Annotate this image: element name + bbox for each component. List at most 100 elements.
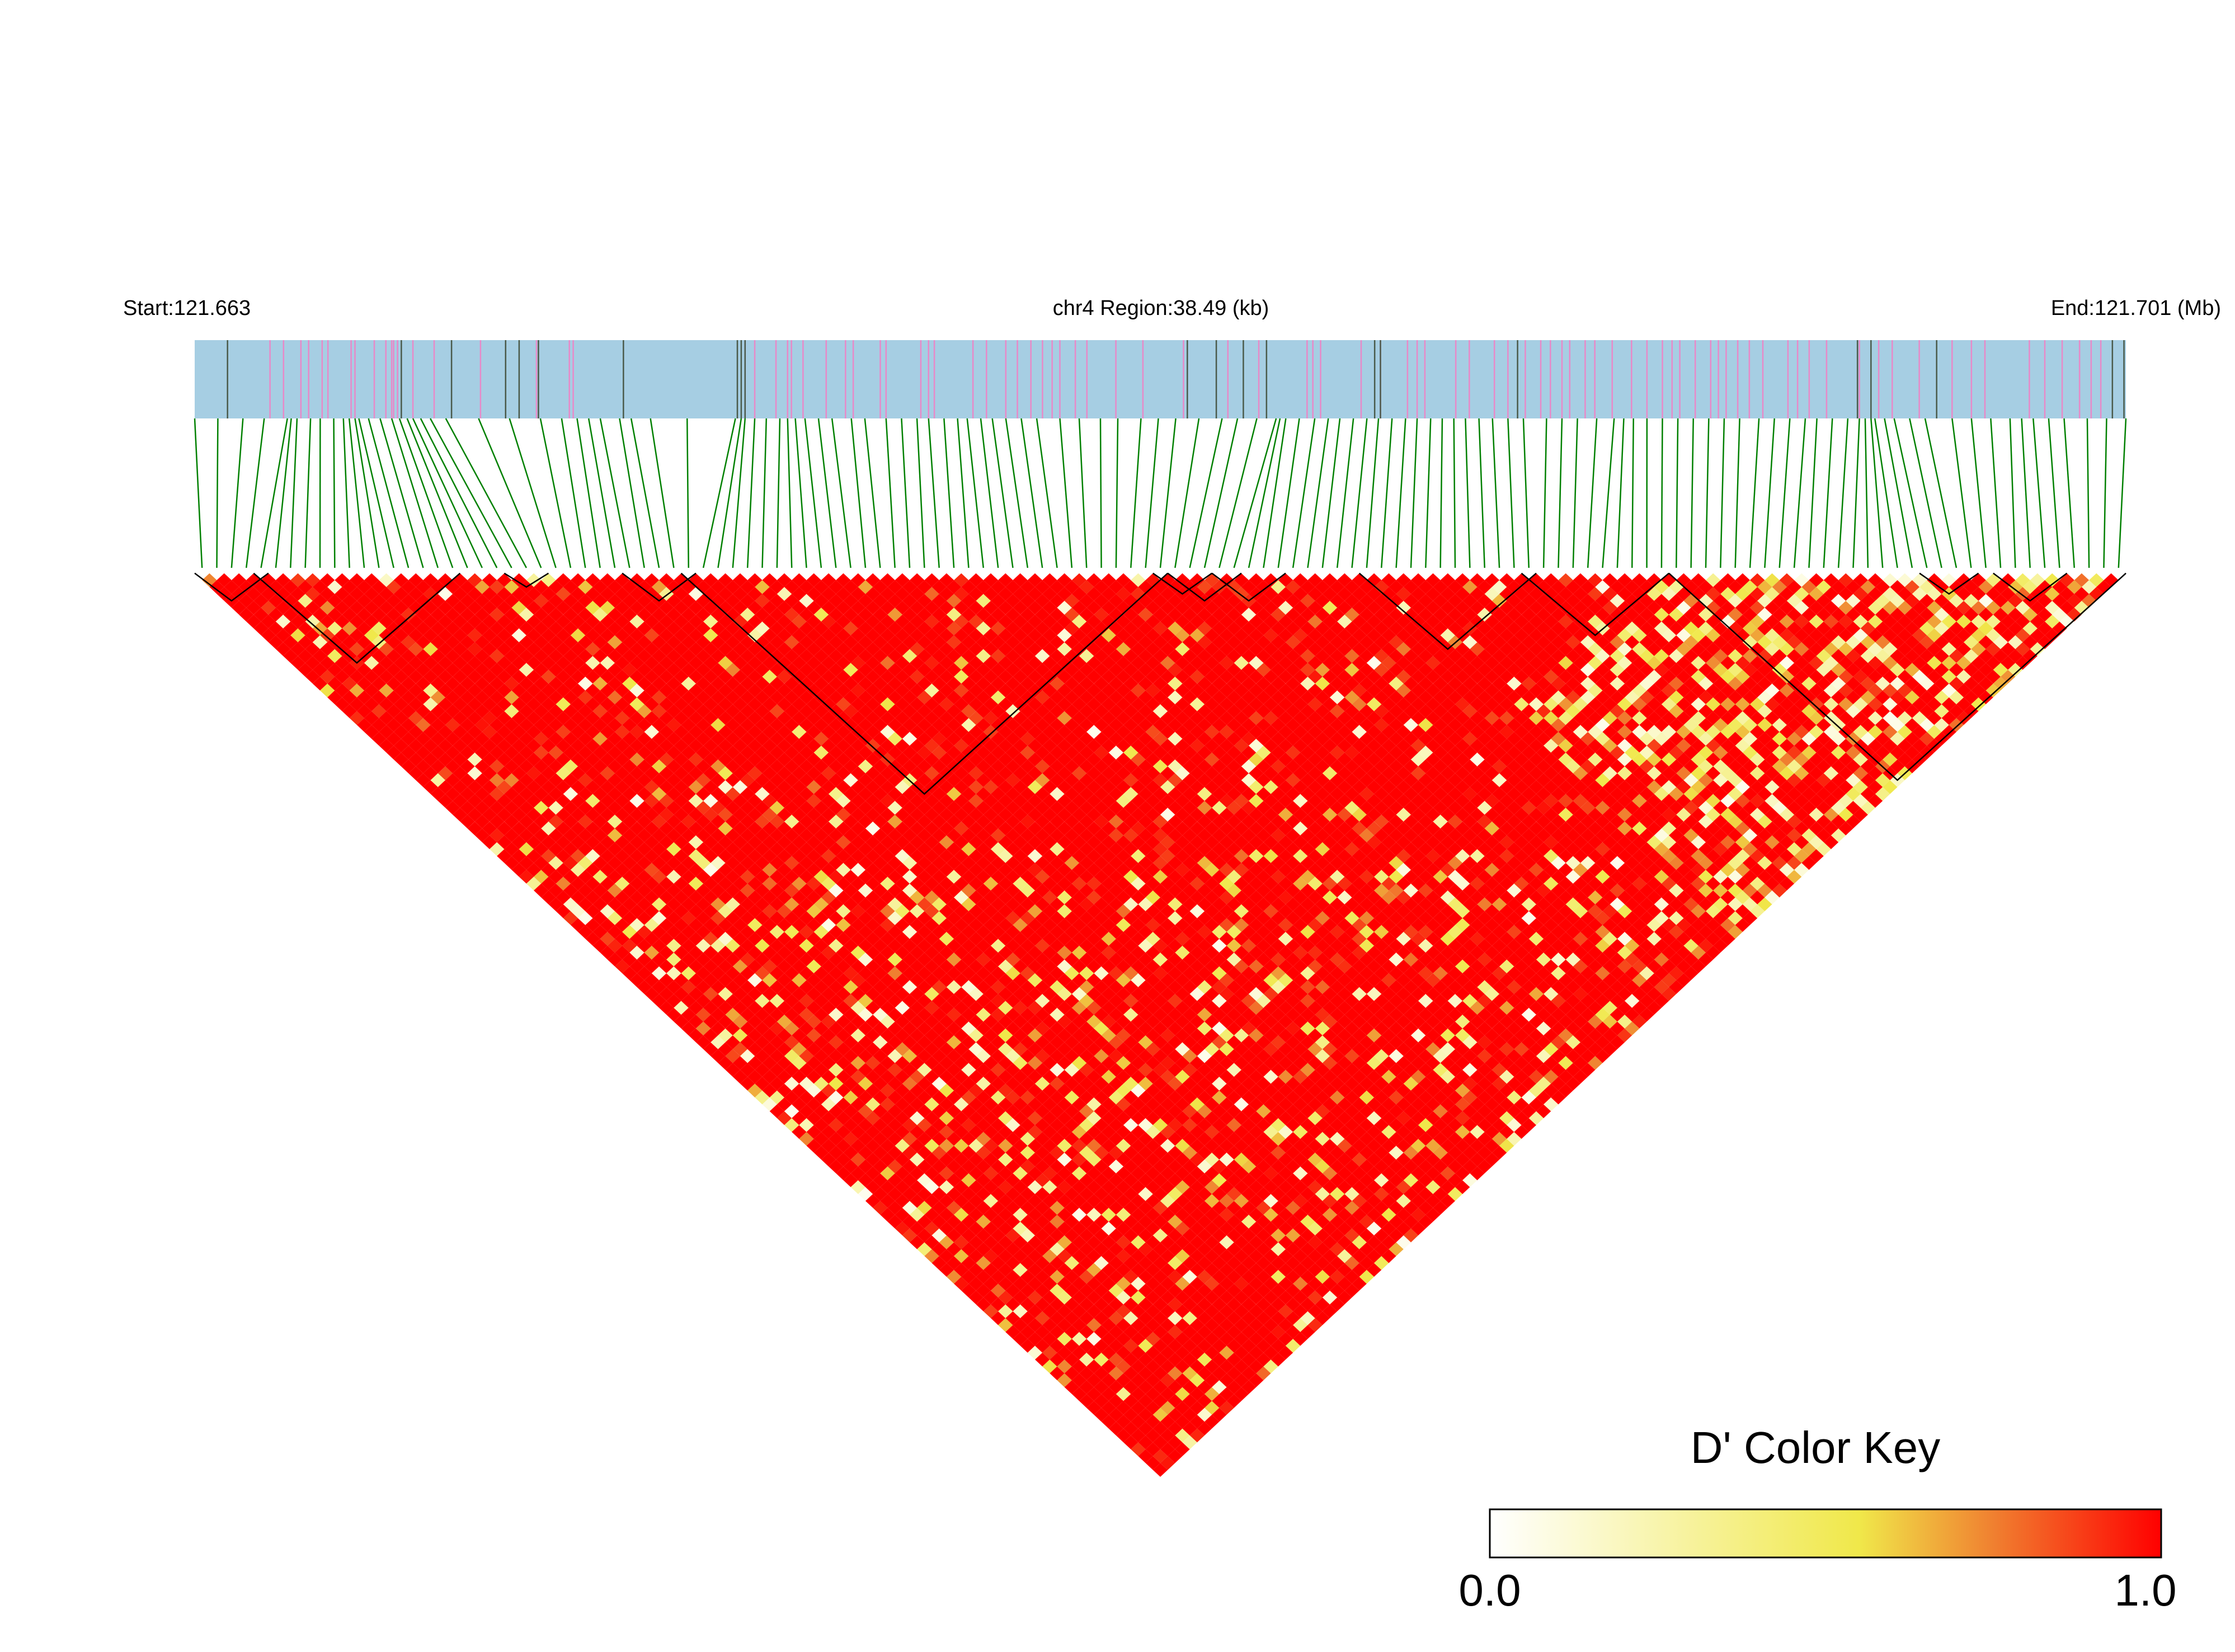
ld-cell xyxy=(1175,1166,1190,1180)
ld-cell xyxy=(1027,1014,1043,1029)
ld-cell xyxy=(917,911,932,925)
ld-cell xyxy=(445,704,460,718)
ld-cell xyxy=(651,883,667,898)
ld-cell xyxy=(865,1042,881,1056)
ld-cell xyxy=(1175,1401,1190,1415)
ld-cell xyxy=(1042,1180,1057,1194)
ld-cell xyxy=(1249,1152,1264,1167)
ld-cell xyxy=(600,601,615,615)
ld-cell xyxy=(1219,1249,1234,1263)
ld-cell xyxy=(622,759,637,774)
ld-cell xyxy=(991,1242,1006,1256)
ld-cell xyxy=(1138,1449,1153,1463)
ld-cell xyxy=(519,745,534,760)
ld-cell xyxy=(571,738,586,753)
ld-cell xyxy=(1079,1104,1094,1118)
ld-cell xyxy=(482,752,497,766)
ld-cell xyxy=(740,676,755,691)
ld-cell xyxy=(968,1180,984,1194)
ld-cell xyxy=(843,911,858,925)
ld-cell xyxy=(769,1022,784,1036)
ld-cell xyxy=(976,1132,991,1146)
ld-cell xyxy=(725,994,740,1008)
ld-cell xyxy=(954,807,969,822)
ld-cell xyxy=(1182,1201,1197,1215)
ld-cell xyxy=(534,663,549,677)
ld-cell xyxy=(829,1049,844,1063)
snp-line xyxy=(576,418,601,568)
ld-cell xyxy=(769,1090,784,1105)
ld-cell xyxy=(1005,1090,1020,1105)
ld-cell xyxy=(740,842,755,856)
ld-cell xyxy=(924,794,939,808)
ld-cell xyxy=(1131,1180,1146,1194)
ld-cell xyxy=(1057,1125,1072,1139)
ld-cell xyxy=(961,980,976,994)
ld-cell xyxy=(1241,1132,1257,1146)
snp-line xyxy=(1852,418,1860,568)
ld-cell xyxy=(873,966,888,981)
ld-cell xyxy=(1116,1387,1131,1401)
ld-cell xyxy=(829,718,844,732)
ld-cell xyxy=(718,1056,733,1070)
ld-cell xyxy=(474,801,490,815)
ld-cell xyxy=(1241,1229,1257,1242)
ld-cell xyxy=(622,649,637,663)
ld-cell xyxy=(607,676,623,691)
ld-cell xyxy=(931,828,947,843)
ld-cell xyxy=(1249,1138,1264,1153)
ld-cell xyxy=(836,849,851,863)
ld-cell xyxy=(769,952,784,967)
ld-cell xyxy=(1226,1242,1241,1256)
ld-cell xyxy=(1086,1235,1102,1249)
ld-cell xyxy=(335,601,350,615)
ld-cell xyxy=(1197,1132,1212,1146)
ld-cell xyxy=(460,773,475,787)
ld-cell xyxy=(578,676,593,691)
ld-cell xyxy=(836,1014,851,1029)
ld-cell xyxy=(386,649,401,663)
ld-cell xyxy=(887,1049,902,1063)
ld-cell xyxy=(740,718,755,732)
ld-cell xyxy=(607,952,623,967)
ld-cell xyxy=(1182,1146,1197,1160)
ld-cell xyxy=(1168,1449,1183,1463)
ld-cell xyxy=(556,642,571,656)
ld-cell xyxy=(850,794,865,808)
ld-cell xyxy=(1145,1194,1160,1208)
ld-cell xyxy=(711,608,726,622)
ld-cell xyxy=(1234,1263,1249,1277)
ld-cell xyxy=(275,614,291,629)
ld-cell xyxy=(695,994,711,1008)
ld-cell xyxy=(371,676,387,691)
ld-cell xyxy=(1249,1359,1264,1373)
ld-cell xyxy=(902,939,917,953)
ld-cell xyxy=(371,635,387,649)
ld-cell xyxy=(1226,1215,1241,1229)
ld-cell xyxy=(755,1090,770,1105)
ld-cell xyxy=(740,1063,755,1077)
snp-line xyxy=(1218,418,1258,568)
ld-cell xyxy=(1293,1221,1308,1236)
ld-cell xyxy=(711,787,726,801)
gene-track-bar xyxy=(195,340,2126,418)
ld-cell xyxy=(1138,1435,1153,1449)
ld-cell xyxy=(1057,987,1072,1001)
ld-cell xyxy=(946,911,962,925)
snp-line xyxy=(901,418,911,568)
ld-cell xyxy=(519,842,534,856)
ld-cell xyxy=(1116,1194,1131,1208)
ld-cell xyxy=(290,628,305,642)
ld-cell xyxy=(998,1180,1013,1194)
ld-cell xyxy=(895,1194,910,1208)
ld-cell xyxy=(873,1076,888,1091)
ld-cell xyxy=(386,704,401,718)
ld-cell xyxy=(740,980,755,994)
ld-cell xyxy=(1168,1311,1183,1325)
ld-cell xyxy=(895,1208,910,1222)
ld-cell xyxy=(1116,1208,1131,1222)
snp-line xyxy=(1321,418,1341,568)
ld-cell xyxy=(629,863,644,877)
ld-cell xyxy=(711,732,726,746)
ld-cell xyxy=(865,821,881,836)
